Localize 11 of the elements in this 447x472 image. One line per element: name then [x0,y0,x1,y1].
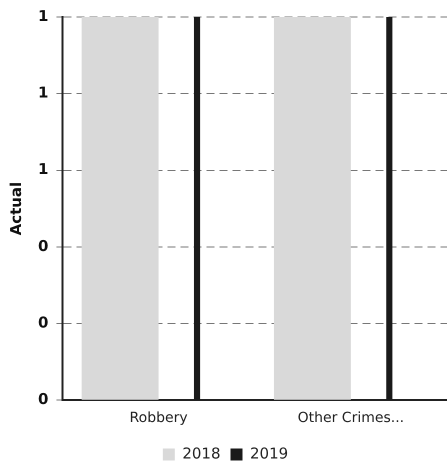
legend-label: 2019 [250,444,288,462]
x-tick-label: Other Crimes... [298,410,404,426]
y-tick-label: 0 [38,236,48,255]
y-axis-title: Actual [6,182,25,236]
legend-label: 2018 [182,444,221,462]
x-tick-label: Robbery [130,410,188,426]
y-tick-label: 0 [38,313,48,332]
y-tick-label: 1 [38,160,48,178]
y-tick-label: 1 [38,6,48,25]
y-tick-label: 0 [38,390,48,408]
y-tick-label: 1 [38,84,48,102]
